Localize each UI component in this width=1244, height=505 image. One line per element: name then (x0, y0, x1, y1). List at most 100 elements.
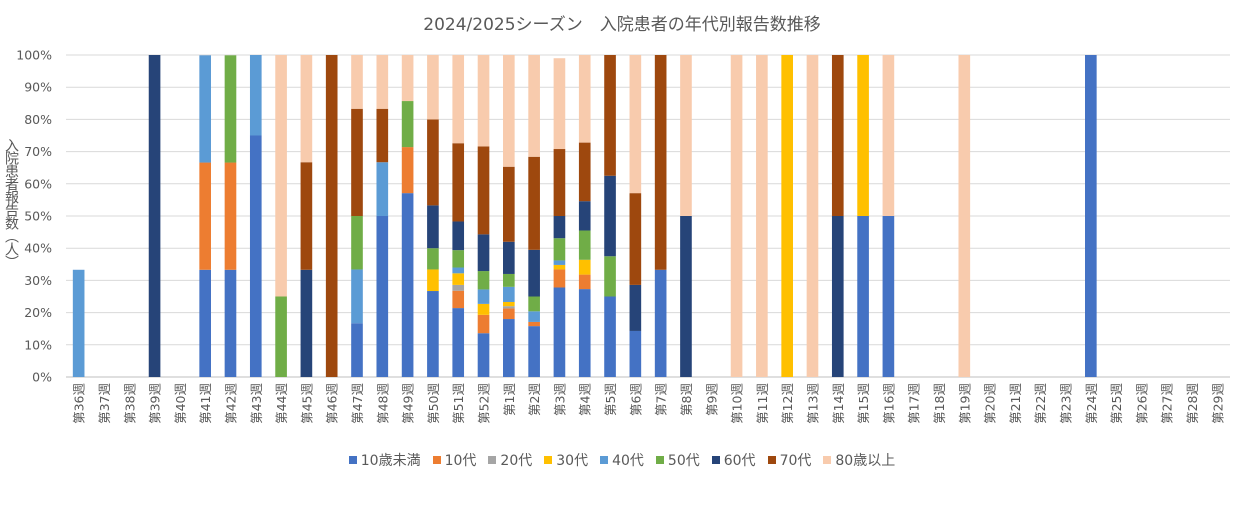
bar-segment (629, 330, 642, 377)
bar-segment (553, 58, 566, 150)
bar-segment (629, 55, 642, 194)
bar-segment (427, 248, 439, 270)
bar-segment (351, 55, 363, 109)
bar-segment (477, 55, 490, 147)
bar-segment (1085, 55, 1097, 377)
x-tick-label: 第19週 (957, 383, 972, 424)
bar-segment (452, 250, 465, 268)
legend: 10歳未満 10代 20代 30代 40代 50代 60代 70代 80歳以上 (0, 450, 1244, 470)
legend-label: 50代 (667, 453, 700, 469)
x-tick-label: 第24週 (1084, 383, 1099, 424)
bar-segment (401, 147, 414, 194)
legend-item: 10歳未満 (348, 450, 421, 470)
bar-segment (300, 269, 313, 377)
bar-segment (604, 55, 616, 176)
bar-segment (300, 55, 313, 163)
legend-item: 20代 (488, 450, 532, 470)
bar-segment (401, 101, 414, 148)
bar-segment (553, 216, 566, 239)
y-axis-label: 入院患者報告数（人） (3, 138, 19, 268)
bar-segment (351, 216, 363, 270)
x-tick-label: 第12週 (780, 383, 795, 424)
legend-swatch (544, 456, 553, 464)
bar-segment (680, 216, 692, 377)
bar-segment (401, 193, 414, 377)
legend-label: 40代 (612, 453, 644, 469)
y-tick-label: 90% (24, 80, 52, 95)
legend-swatch (655, 456, 664, 464)
bar-segment (578, 230, 591, 260)
legend-swatch (348, 456, 357, 464)
x-tick-label: 第4週 (578, 383, 593, 416)
legend-label: 10代 (444, 453, 477, 469)
y-tick-label: 10% (24, 337, 52, 352)
bar-segment (477, 146, 490, 235)
bar-segment (503, 306, 515, 309)
bar-segment (452, 221, 465, 251)
bar-segment (553, 149, 566, 216)
bar-segment (452, 55, 465, 144)
x-tick-label: 第51週 (451, 383, 466, 424)
bar-segment (756, 55, 768, 377)
legend-item: 60代 (711, 450, 756, 470)
x-tick-label: 第42週 (223, 383, 238, 424)
bar-segment (351, 269, 363, 324)
y-tick-label: 70% (24, 144, 52, 159)
bar-segment (857, 55, 869, 216)
bar-segment (503, 301, 515, 307)
bar-segment (249, 55, 262, 136)
x-tick-label: 第22週 (1033, 383, 1048, 424)
bar-segment (680, 55, 692, 216)
bar-segment (604, 175, 616, 257)
y-tick-label: 40% (24, 241, 52, 256)
y-tick-label: 0% (32, 370, 52, 385)
bar-segment (503, 273, 515, 287)
x-tick-label: 第21週 (1008, 383, 1023, 424)
bar-segment (553, 264, 566, 270)
bar-segment (528, 249, 540, 297)
x-tick-label: 第5週 (603, 383, 618, 416)
bar-segment (452, 267, 465, 274)
bar-segment (427, 119, 439, 206)
bar-segment (958, 55, 971, 377)
y-tick-label: 60% (24, 176, 52, 191)
bar-segment (654, 55, 667, 270)
bar-segment (376, 162, 389, 216)
bar-segment (427, 269, 439, 292)
bar-segment (604, 256, 616, 297)
bar-segment (629, 193, 642, 285)
legend-item: 30代 (544, 450, 588, 470)
x-tick-label: 第8週 (679, 383, 694, 416)
bar-segment (452, 284, 465, 291)
legend-swatch (432, 456, 441, 464)
bar-segment (275, 296, 287, 377)
legend-label: 70代 (779, 453, 812, 469)
legend-swatch (488, 456, 497, 464)
bar-segment (477, 314, 490, 334)
plot-area: 0% 10% 20% 30% 40% 50% 60% 70% 80% 90% 100% 第36週 第37… (16, 48, 1230, 424)
y-tick-label: 50% (24, 209, 52, 224)
bar-segment (199, 55, 211, 163)
bar-segment (376, 108, 389, 163)
legend-swatch (711, 456, 720, 464)
legend-item: 70代 (767, 450, 812, 470)
bar-segment (730, 55, 743, 377)
bar-segment (148, 55, 161, 377)
x-tick-label: 第44週 (274, 383, 289, 424)
legend-item: 50代 (655, 450, 700, 470)
bar-segment (503, 286, 515, 302)
bar-segment (224, 55, 237, 163)
bar-segment (477, 333, 490, 377)
bar-segment (477, 289, 490, 304)
x-tick-label: 第36週 (72, 383, 87, 424)
bar-segment (553, 287, 566, 377)
bar-segment (351, 108, 363, 216)
x-tick-label: 第13週 (805, 383, 820, 424)
bar-segment (477, 234, 490, 272)
bar-segment (376, 55, 389, 109)
x-tick-label: 第23週 (1059, 383, 1074, 424)
bar-segment (528, 311, 540, 322)
bar-segment (806, 55, 819, 377)
legend-label: 10歳未満 (360, 453, 421, 469)
x-tick-label: 第45週 (299, 383, 314, 424)
